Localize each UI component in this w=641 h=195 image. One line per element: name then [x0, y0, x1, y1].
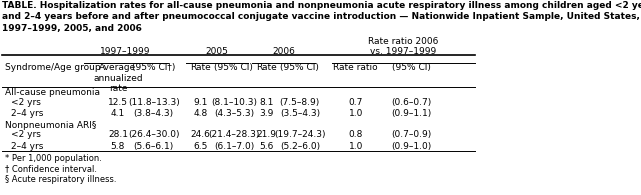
Text: § Acute respiratory illness.: § Acute respiratory illness. — [4, 175, 116, 184]
Text: 6.5: 6.5 — [194, 142, 208, 151]
Text: <2 yrs: <2 yrs — [10, 98, 40, 107]
Text: 1.0: 1.0 — [349, 109, 363, 118]
Text: 5.8: 5.8 — [111, 142, 125, 151]
Text: Nonpneumonia ARI§: Nonpneumonia ARI§ — [4, 121, 96, 130]
Text: 28.1: 28.1 — [108, 130, 128, 139]
Text: (5.2–6.0): (5.2–6.0) — [279, 142, 320, 151]
Text: (7.5–8.9): (7.5–8.9) — [279, 98, 320, 107]
Text: 12.5: 12.5 — [108, 98, 128, 107]
Text: (0.7–0.9): (0.7–0.9) — [392, 130, 431, 139]
Text: (3.8–4.3): (3.8–4.3) — [134, 109, 174, 118]
Text: (5.6–6.1): (5.6–6.1) — [133, 142, 174, 151]
Text: (8.1–10.3): (8.1–10.3) — [211, 98, 257, 107]
Text: 2005: 2005 — [206, 47, 229, 56]
Text: Syndrome/Age group: Syndrome/Age group — [4, 63, 101, 73]
Text: (95% CI): (95% CI) — [215, 63, 253, 73]
Text: (95% CI): (95% CI) — [392, 63, 431, 73]
Text: † Confidence interval.: † Confidence interval. — [4, 164, 97, 173]
Text: 21.9: 21.9 — [256, 130, 276, 139]
Text: TABLE. Hospitalization rates for all-cause pneumonia and nonpneumonia acute resp: TABLE. Hospitalization rates for all-cau… — [3, 1, 641, 33]
Text: (95% CI): (95% CI) — [280, 63, 319, 73]
Text: 2–4 yrs: 2–4 yrs — [10, 109, 43, 118]
Text: 3.9: 3.9 — [259, 109, 274, 118]
Text: (19.7–24.3): (19.7–24.3) — [274, 130, 326, 139]
Text: (4.3–5.3): (4.3–5.3) — [214, 109, 254, 118]
Text: (11.8–13.3): (11.8–13.3) — [128, 98, 179, 107]
Text: (3.5–4.3): (3.5–4.3) — [279, 109, 320, 118]
Text: 8.1: 8.1 — [259, 98, 274, 107]
Text: (6.1–7.0): (6.1–7.0) — [214, 142, 254, 151]
Text: Rate ratio: Rate ratio — [333, 63, 378, 73]
Text: 24.6: 24.6 — [190, 130, 210, 139]
Text: Rate: Rate — [190, 63, 211, 73]
Text: (0.9–1.1): (0.9–1.1) — [392, 109, 431, 118]
Text: 5.6: 5.6 — [259, 142, 274, 151]
Text: (21.4–28.3): (21.4–28.3) — [208, 130, 260, 139]
Text: 1.0: 1.0 — [349, 142, 363, 151]
Text: 2006: 2006 — [272, 47, 295, 56]
Text: Rate ratio 2006
vs. 1997–1999: Rate ratio 2006 vs. 1997–1999 — [368, 37, 438, 56]
Text: <2 yrs: <2 yrs — [10, 130, 40, 139]
Text: (26.4–30.0): (26.4–30.0) — [128, 130, 179, 139]
Text: 0.8: 0.8 — [349, 130, 363, 139]
Text: 4.8: 4.8 — [194, 109, 208, 118]
Text: 2–4 yrs: 2–4 yrs — [10, 142, 43, 151]
Text: All-cause pneumonia: All-cause pneumonia — [4, 89, 100, 98]
Text: 4.1: 4.1 — [111, 109, 125, 118]
Text: 1997–1999: 1997–1999 — [100, 47, 151, 56]
Text: (0.6–0.7): (0.6–0.7) — [392, 98, 431, 107]
Text: * Per 1,000 population.: * Per 1,000 population. — [4, 154, 102, 163]
Text: 0.7: 0.7 — [349, 98, 363, 107]
Text: 9.1: 9.1 — [194, 98, 208, 107]
Text: (95% CI†): (95% CI†) — [132, 63, 176, 73]
Text: Rate: Rate — [256, 63, 277, 73]
Text: Average
annualized
rate: Average annualized rate — [93, 63, 143, 93]
Text: (0.9–1.0): (0.9–1.0) — [392, 142, 431, 151]
